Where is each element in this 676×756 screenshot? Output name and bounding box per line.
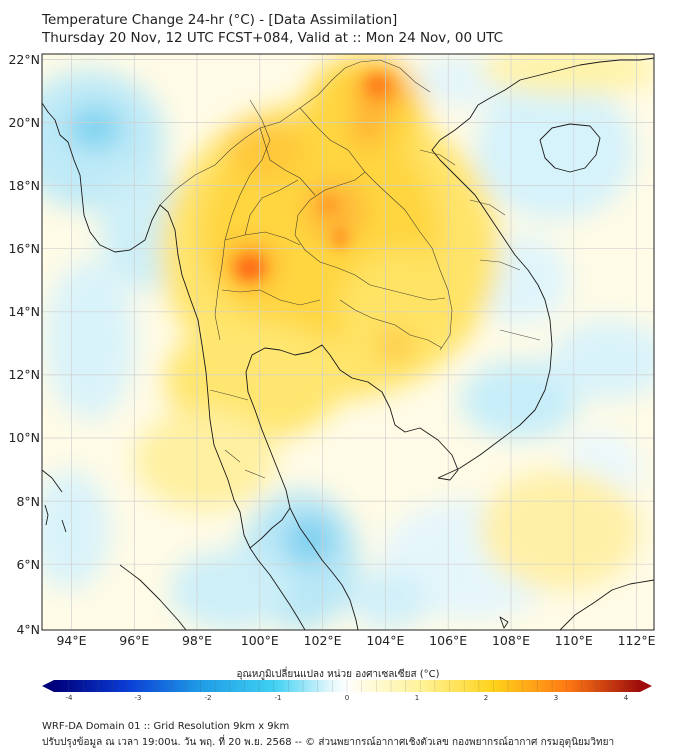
lon-label-104: 104°E xyxy=(366,633,405,648)
lat-label-14: 14°N xyxy=(8,304,40,319)
lon-label-112: 112°E xyxy=(617,633,656,648)
lat-label-10: 10°N xyxy=(8,430,40,445)
temperature-field xyxy=(42,54,654,630)
lon-label-108: 108°E xyxy=(491,633,530,648)
lat-label-18: 18°N xyxy=(8,178,40,193)
lon-label-96: 96°E xyxy=(119,633,150,648)
colorbar-tick-neg2: -2 xyxy=(204,694,212,702)
lon-label-110: 110°E xyxy=(554,633,593,648)
colorbar-tick-3: 3 xyxy=(553,694,559,702)
lon-label-94: 94°E xyxy=(56,633,87,648)
lon-label-98: 98°E xyxy=(181,633,213,648)
map-title: Temperature Change 24-hr (°C) - [Data As… xyxy=(42,12,398,28)
lat-label-4: 4°N xyxy=(16,622,40,637)
colorbar-tick-2: 2 xyxy=(483,694,489,702)
colorbar-tick-neg4: -4 xyxy=(65,694,73,702)
lat-label-20: 20°N xyxy=(8,115,40,130)
lon-label-106: 106°E xyxy=(429,633,468,648)
colorbar-tick-neg1: -1 xyxy=(274,694,282,702)
coastlines xyxy=(42,57,654,630)
map-subtitle: Thursday 20 Nov, 12 UTC FCST+084, Valid … xyxy=(42,30,504,46)
lon-label-102: 102°E xyxy=(303,633,342,648)
colorbar-tick-0: 0 xyxy=(344,694,350,702)
lat-label-12: 12°N xyxy=(8,367,40,382)
lat-label-6: 6°N xyxy=(16,557,40,572)
colorbar-tick-neg3: -3 xyxy=(134,694,142,702)
graticule xyxy=(42,54,654,630)
colorbar-tick-1: 1 xyxy=(414,694,420,702)
admin-boundaries xyxy=(159,59,541,479)
lat-label-16: 16°N xyxy=(8,241,40,256)
footer-model-info: WRF-DA Domain 01 :: Grid Resolution 9km … xyxy=(42,721,290,732)
footer-credit: ปรับปรุงข้อมูล ณ เวลา 19:00น. วัน พฤ. ที… xyxy=(42,737,615,748)
lon-label-100: 100°E xyxy=(240,633,279,648)
lat-label-8: 8°N xyxy=(16,494,40,509)
lat-label-22: 22°N xyxy=(8,52,40,67)
colorbar-title: อุณหภูมิเปลี่ยนแปลง หน่วย องศาเซลเซียส (… xyxy=(236,669,440,680)
colorbar-tick-4: 4 xyxy=(623,694,629,702)
colorbar xyxy=(42,680,652,692)
map-frame xyxy=(41,53,655,631)
